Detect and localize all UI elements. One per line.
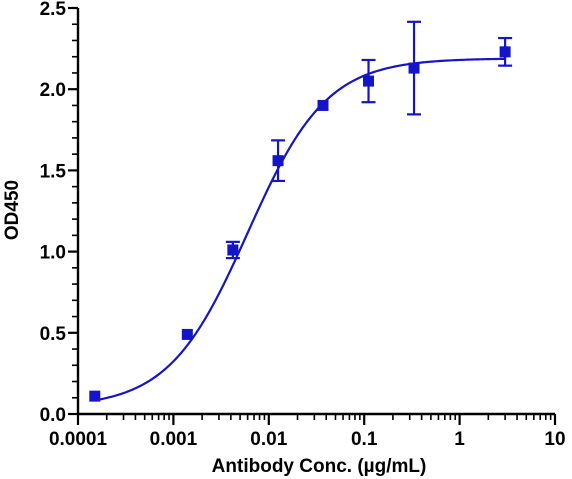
y-tick-label: 0.0 bbox=[40, 405, 66, 426]
data-points-layer bbox=[89, 20, 513, 402]
x-tick-label: 1 bbox=[454, 429, 465, 450]
data-point bbox=[181, 328, 193, 340]
y-tick-label: 1.5 bbox=[40, 161, 67, 182]
data-point bbox=[272, 155, 284, 167]
axes: 0.0 0.5 1.0 1.5 2.0 2.5 0.0001 0.001 0.01 0.1 1 10 bbox=[40, 0, 566, 450]
x-tick-label: 0.001 bbox=[150, 429, 198, 450]
data-point bbox=[89, 390, 101, 402]
x-tick-label: 10 bbox=[544, 429, 565, 450]
fit-curve bbox=[94, 57, 506, 402]
data-point bbox=[499, 46, 511, 58]
fit-curve-layer bbox=[94, 57, 506, 402]
y-tick-label: 1.0 bbox=[40, 243, 66, 264]
y-tick-label: 2.0 bbox=[40, 80, 66, 101]
data-point bbox=[227, 244, 239, 256]
x-tick-label: 0.1 bbox=[351, 429, 378, 450]
data-point bbox=[317, 99, 329, 111]
data-point bbox=[408, 62, 420, 74]
y-tick-label: 0.5 bbox=[40, 324, 67, 345]
data-point bbox=[363, 75, 375, 87]
y-axis-title: OD450 bbox=[2, 180, 23, 240]
x-axis-title: Antibody Conc. (µg/mL) bbox=[212, 456, 427, 477]
x-tick-label: 0.01 bbox=[250, 429, 287, 450]
y-tick-label: 2.5 bbox=[40, 0, 67, 20]
x-tick-label: 0.0001 bbox=[49, 429, 108, 450]
